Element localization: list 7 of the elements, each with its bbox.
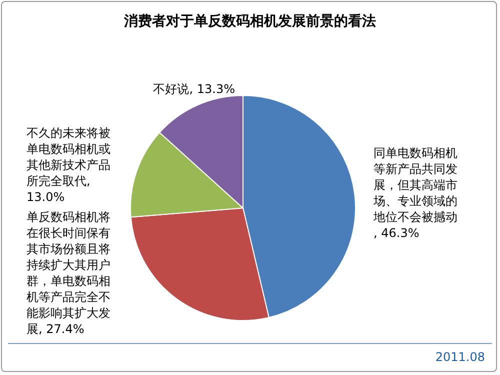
text: 2011.08 [435, 350, 485, 364]
slice-label: 同单电数码相机等新产品共同发展，但其高端市场、专业领域的地位不会被撼动 [372, 146, 458, 224]
slice-label: 不好说, 13.3% [153, 82, 235, 96]
data-label: , 46.3% [374, 226, 420, 240]
slice-label: 单反数码相机将在很长时间保有其市场份额且将持续扩大其用户群，单电数码相机等产品完全不能影响其扩大发展, 27.4% [26, 210, 110, 336]
chart-title: 消费者对于单反数码相机发展前景的看法 [123, 12, 376, 30]
slice-label: 不久的未来将被单电数码相机或其他新技术产品所完全取代, 13.0% [26, 126, 110, 204]
